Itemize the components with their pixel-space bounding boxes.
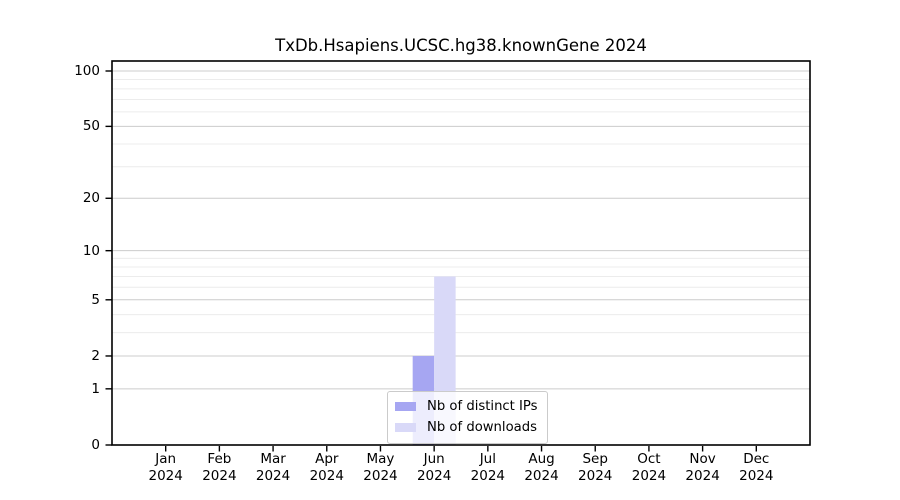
x-tick-label-jul: Jul 2024 [456,451,520,485]
month-label: Apr [315,451,339,467]
month-label: May [366,451,395,467]
x-tick-label-feb: Feb 2024 [187,451,251,485]
y-tick-label-1: 1 [91,380,100,397]
x-tick-label-nov: Nov 2024 [671,451,735,485]
x-tick-label-aug: Aug 2024 [510,451,574,485]
year-label: 2024 [739,468,774,484]
y-tick-label-2: 2 [91,347,100,364]
legend-item-1: Nb of distinct IPs [395,397,538,416]
x-tick-label-oct: Oct 2024 [617,451,681,485]
legend-swatch [395,423,416,432]
month-label: Feb [207,451,232,467]
year-label: 2024 [470,468,506,484]
year-label: 2024 [148,468,183,484]
y-tick-label-5: 5 [91,291,100,308]
x-tick-label-dec: Dec 2024 [724,451,788,485]
legend-swatch [395,402,416,411]
y-tick-label-0: 0 [91,437,100,453]
legend-label: Nb of downloads [427,420,537,435]
year-label: 2024 [202,468,237,484]
year-label: 2024 [416,468,452,484]
year-label: 2024 [524,468,559,484]
x-tick-label-jan: Jan 2024 [134,451,198,485]
year-label: 2024 [363,468,398,484]
x-tick-label-apr: Apr 2024 [295,451,359,485]
y-tick-label-50: 50 [82,118,100,135]
month-label: Jun [423,451,445,467]
y-tick-label-20: 20 [82,190,100,207]
month-label: Jul [479,451,496,467]
year-label: 2024 [631,468,667,484]
month-label: Oct [637,451,661,467]
legend-item-2: Nb of downloads [395,418,538,437]
year-label: 2024 [309,468,344,484]
y-tick-label-10: 10 [82,242,100,259]
x-tick-label-mar: Mar 2024 [241,451,305,485]
x-tick-label-sep: Sep 2024 [563,451,627,485]
month-label: Mar [260,451,286,467]
year-label: 2024 [685,468,720,484]
month-label: Nov [689,451,716,467]
month-label: Aug [528,451,555,467]
x-tick-label-may: May 2024 [348,451,412,485]
y-tick-label-100: 100 [74,63,100,79]
month-label: Dec [743,451,770,467]
legend-label: Nb of distinct IPs [427,399,538,414]
year-label: 2024 [255,468,291,484]
plot-frame [111,60,811,446]
legend: Nb of distinct IPs Nb of downloads [387,391,548,444]
month-label: Sep [582,451,608,467]
year-label: 2024 [578,468,613,484]
month-label: Jan [155,451,177,467]
chart-title: TxDb.Hsapiens.UCSC.hg38.knownGene 2024 [275,36,647,55]
x-tick-label-jun: Jun 2024 [402,451,466,485]
